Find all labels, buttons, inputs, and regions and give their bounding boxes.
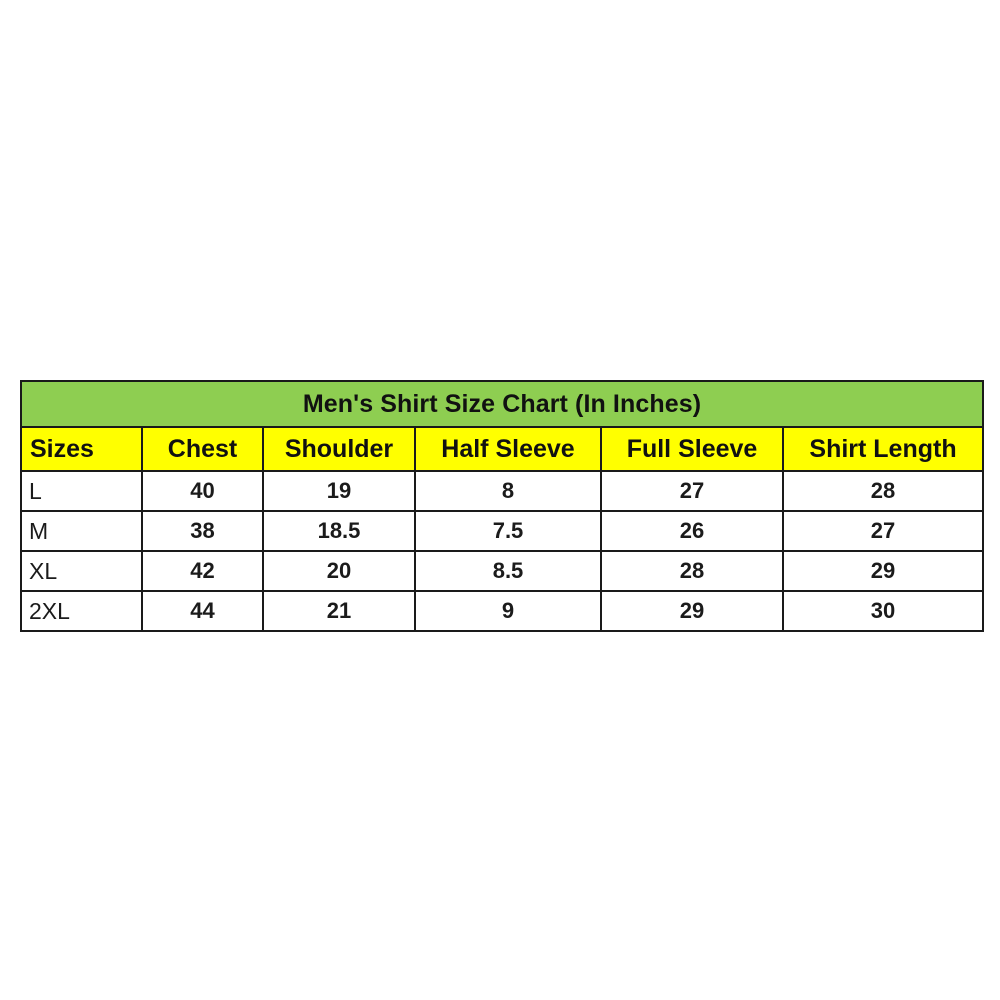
chart-title: Men's Shirt Size Chart (In Inches) bbox=[20, 380, 984, 428]
size-chart-container: Men's Shirt Size Chart (In Inches) Sizes… bbox=[20, 380, 984, 632]
cell-full-sleeve: 28 bbox=[600, 550, 784, 592]
cell-chest: 40 bbox=[141, 470, 264, 512]
size-chart-head: Men's Shirt Size Chart (In Inches) Sizes… bbox=[20, 380, 984, 472]
table-row: L 40 19 8 27 28 bbox=[20, 470, 984, 512]
cell-shirt-length: 29 bbox=[782, 550, 984, 592]
cell-size: 2XL bbox=[20, 590, 143, 632]
cell-half-sleeve: 9 bbox=[414, 590, 602, 632]
cell-shoulder: 20 bbox=[262, 550, 416, 592]
column-header-sizes: Sizes bbox=[20, 426, 143, 472]
table-row: 2XL 44 21 9 29 30 bbox=[20, 590, 984, 632]
cell-chest: 44 bbox=[141, 590, 264, 632]
cell-chest: 42 bbox=[141, 550, 264, 592]
cell-chest: 38 bbox=[141, 510, 264, 552]
table-row: XL 42 20 8.5 28 29 bbox=[20, 550, 984, 592]
cell-half-sleeve: 8 bbox=[414, 470, 602, 512]
column-header-shoulder: Shoulder bbox=[262, 426, 416, 472]
cell-size: M bbox=[20, 510, 143, 552]
size-chart-body: L 40 19 8 27 28 M 38 18.5 7.5 26 27 XL 4… bbox=[20, 470, 984, 632]
cell-size: L bbox=[20, 470, 143, 512]
cell-shoulder: 19 bbox=[262, 470, 416, 512]
cell-shoulder: 18.5 bbox=[262, 510, 416, 552]
column-header-chest: Chest bbox=[141, 426, 264, 472]
cell-shoulder: 21 bbox=[262, 590, 416, 632]
column-header-row: Sizes Chest Shoulder Half Sleeve Full Sl… bbox=[20, 426, 984, 472]
size-chart-table: Men's Shirt Size Chart (In Inches) Sizes… bbox=[20, 380, 984, 632]
cell-half-sleeve: 7.5 bbox=[414, 510, 602, 552]
cell-full-sleeve: 27 bbox=[600, 470, 784, 512]
table-row: M 38 18.5 7.5 26 27 bbox=[20, 510, 984, 552]
cell-full-sleeve: 26 bbox=[600, 510, 784, 552]
cell-half-sleeve: 8.5 bbox=[414, 550, 602, 592]
column-header-shirt-length: Shirt Length bbox=[782, 426, 984, 472]
column-header-half-sleeve: Half Sleeve bbox=[414, 426, 602, 472]
cell-size: XL bbox=[20, 550, 143, 592]
column-header-full-sleeve: Full Sleeve bbox=[600, 426, 784, 472]
cell-shirt-length: 28 bbox=[782, 470, 984, 512]
chart-title-row: Men's Shirt Size Chart (In Inches) bbox=[20, 380, 984, 428]
cell-full-sleeve: 29 bbox=[600, 590, 784, 632]
cell-shirt-length: 27 bbox=[782, 510, 984, 552]
cell-shirt-length: 30 bbox=[782, 590, 984, 632]
